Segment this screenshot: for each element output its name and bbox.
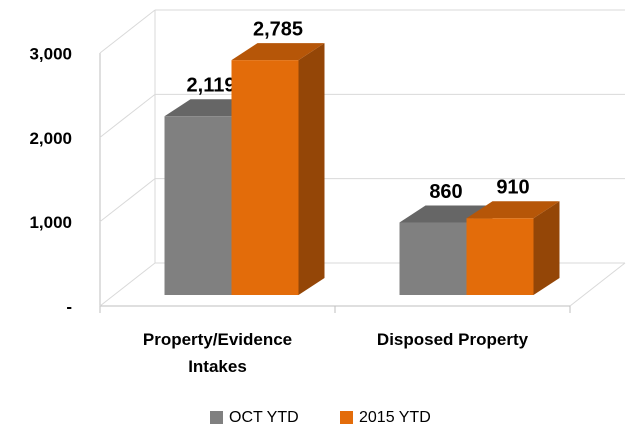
x-tick-label: Disposed Property — [376, 330, 529, 349]
grid-line-side — [99, 9, 156, 54]
y-tick-label: 2,000 — [29, 129, 72, 148]
value-label: 2,785 — [253, 18, 303, 40]
legend-label: OCT YTD — [229, 409, 299, 426]
bar-top — [231, 43, 325, 61]
bar-side — [298, 43, 325, 295]
y-tick-label: 1,000 — [29, 213, 72, 232]
y-tick-label: 3,000 — [29, 44, 72, 63]
bar — [466, 201, 560, 295]
value-label: 860 — [429, 181, 462, 203]
bar-front — [399, 222, 467, 295]
legend-swatch — [340, 411, 353, 424]
bar-front — [466, 218, 534, 295]
grid-line-side — [99, 262, 156, 307]
value-label: 910 — [496, 177, 529, 199]
grid-line-side — [99, 93, 156, 138]
floor-edge — [569, 262, 626, 307]
y-tick-label: - — [66, 297, 72, 316]
bar — [231, 43, 325, 295]
bar-front — [231, 60, 299, 295]
value-label: 2,119 — [187, 75, 236, 97]
x-tick-label: Property/Evidence Intakes — [142, 330, 293, 376]
legend-swatch — [210, 411, 223, 424]
grid-line-side — [99, 178, 156, 223]
bar-front — [164, 116, 232, 295]
legend-label: 2015 YTD — [359, 409, 431, 426]
bar-side — [533, 201, 560, 295]
bar-top — [466, 201, 560, 219]
